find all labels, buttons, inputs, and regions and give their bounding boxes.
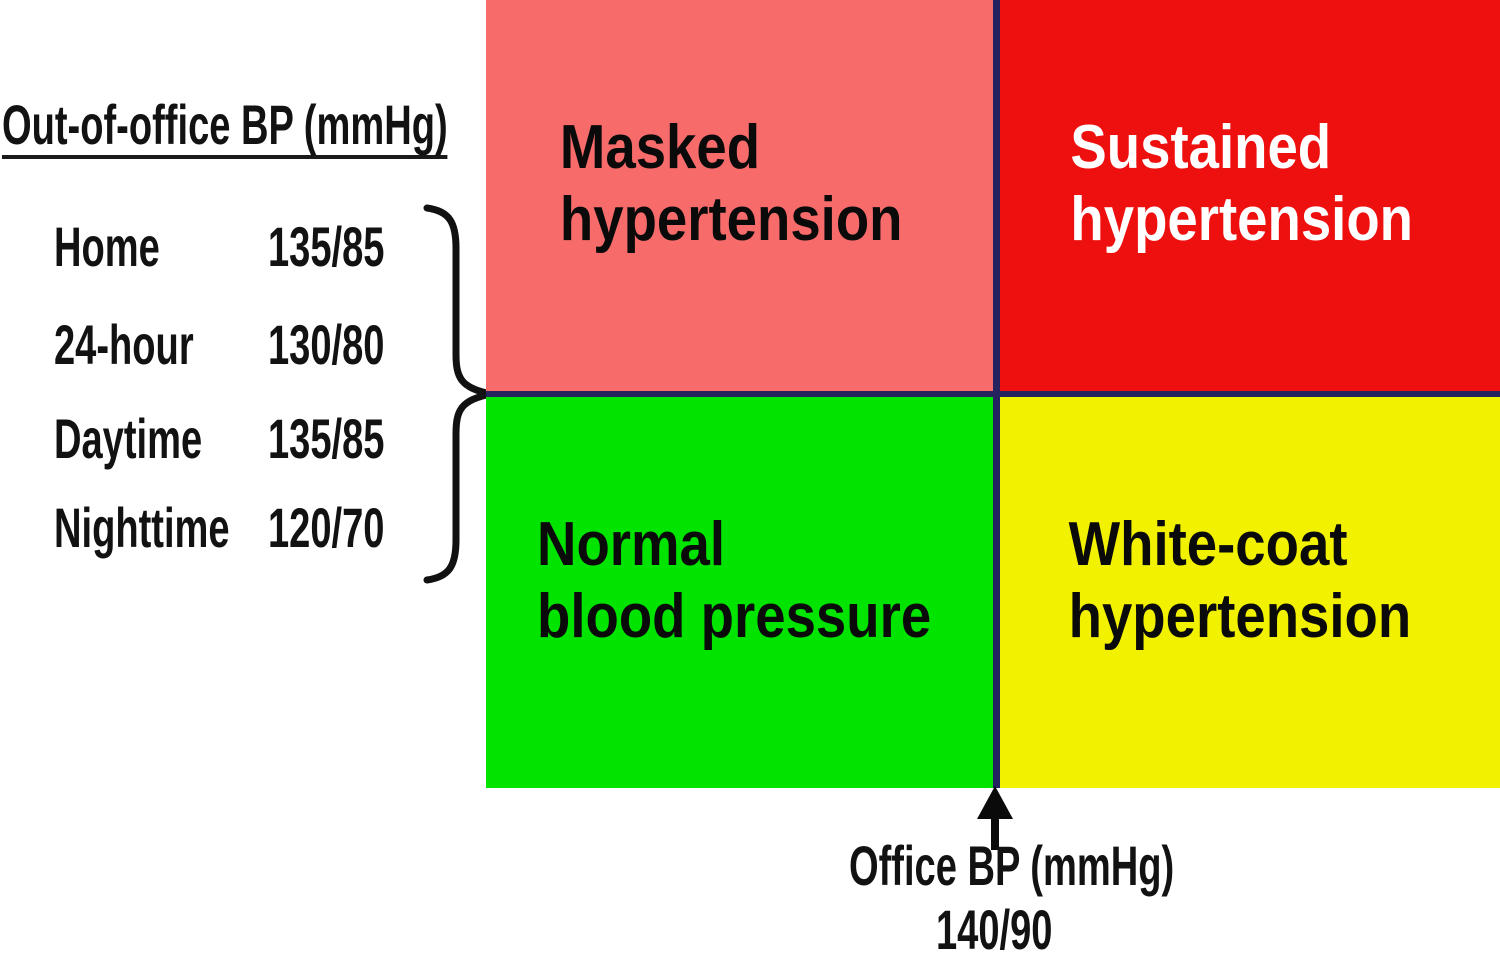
bp-row-value: 135/85 bbox=[268, 215, 385, 278]
quadrant-white-coat-hypertension: White-coat hypertension bbox=[1000, 397, 1500, 788]
office-bp-axis-label: Office BP (mmHg) bbox=[849, 834, 1175, 897]
quadrant-label-line2: hypertension bbox=[1068, 582, 1412, 651]
quadrant-label-line2: hypertension bbox=[559, 185, 903, 254]
quadrant-label-line1: Normal bbox=[537, 510, 726, 579]
arrow-up-icon bbox=[977, 786, 1013, 850]
out-of-office-bp-threshold-line bbox=[486, 391, 1500, 397]
bp-row-label: 24-hour bbox=[54, 313, 194, 376]
quadrant-label-line1: White-coat bbox=[1068, 510, 1348, 579]
quadrant-label: Masked hypertension bbox=[486, 0, 932, 256]
quadrant-label: Sustained hypertension bbox=[1000, 0, 1440, 256]
bp-row-value: 135/85 bbox=[268, 407, 385, 470]
quadrant-label-line2: hypertension bbox=[1070, 185, 1413, 254]
bp-row-daytime: Daytime 135/85 bbox=[0, 411, 480, 471]
quadrant-label: White-coat hypertension bbox=[1000, 397, 1440, 653]
quadrant-masked-hypertension: Masked hypertension bbox=[486, 0, 993, 391]
quadrant-label-line1: Sustained bbox=[1070, 113, 1332, 182]
office-bp-axis-value: 140/90 bbox=[936, 898, 1053, 961]
bp-row-24hour: 24-hour 130/80 bbox=[0, 317, 480, 377]
bp-row-nighttime: Nighttime 120/70 bbox=[0, 500, 480, 560]
bp-row-label: Nighttime bbox=[54, 496, 230, 559]
quadrant-label-line2: blood pressure bbox=[537, 582, 932, 651]
brace-icon bbox=[423, 204, 495, 584]
out-of-office-bp-title: Out-of-office BP (mmHg) bbox=[2, 97, 448, 159]
bp-row-label: Daytime bbox=[54, 407, 203, 470]
bp-row-value: 130/80 bbox=[268, 313, 385, 376]
bp-row-home: Home 135/85 bbox=[0, 219, 480, 279]
bp-row-value: 120/70 bbox=[268, 496, 385, 559]
quadrant-normal-blood-pressure: Normal blood pressure bbox=[486, 397, 993, 788]
bp-row-label: Home bbox=[54, 215, 160, 278]
quadrant-label: Normal blood pressure bbox=[486, 397, 932, 653]
quadrant-sustained-hypertension: Sustained hypertension bbox=[1000, 0, 1500, 391]
quadrant-label-line1: Masked bbox=[559, 113, 761, 182]
